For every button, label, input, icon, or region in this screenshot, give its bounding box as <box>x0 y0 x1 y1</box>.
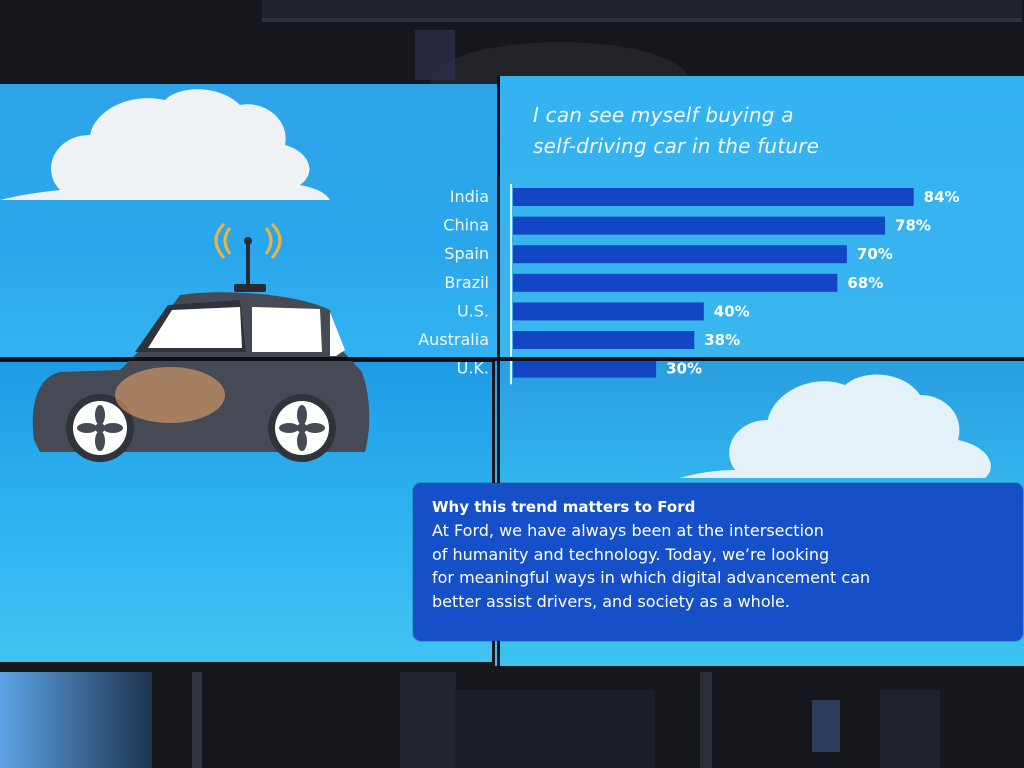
callout-body-line: better assist drivers, and society as a … <box>432 591 790 611</box>
chart-title-line: self-driving car in the future <box>533 134 820 158</box>
cloud-icon <box>0 89 330 200</box>
callout-body-line: of humanity and technology. Today, we’re… <box>432 544 830 564</box>
callout-body-line: for meaningful ways in which digital adv… <box>432 568 871 587</box>
chart-title-line: I can see myself buying a <box>533 103 794 127</box>
antenna-signal-icon <box>214 222 282 292</box>
callout-body: At Ford, we have always been at the inte… <box>432 519 1017 613</box>
callout-body-line: At Ford, we have always been at the inte… <box>432 521 824 540</box>
cloud-icon <box>680 374 991 478</box>
screen-bezel-horizontal <box>0 357 1024 361</box>
callout-heading: Why this trend matters to Ford <box>432 498 696 516</box>
chart-title: I can see myself buying a self-driving c… <box>533 100 953 162</box>
light-glare <box>115 367 225 423</box>
screen-bezel-vertical <box>497 76 500 668</box>
callout-box <box>413 483 1023 641</box>
car-icon <box>32 292 370 462</box>
